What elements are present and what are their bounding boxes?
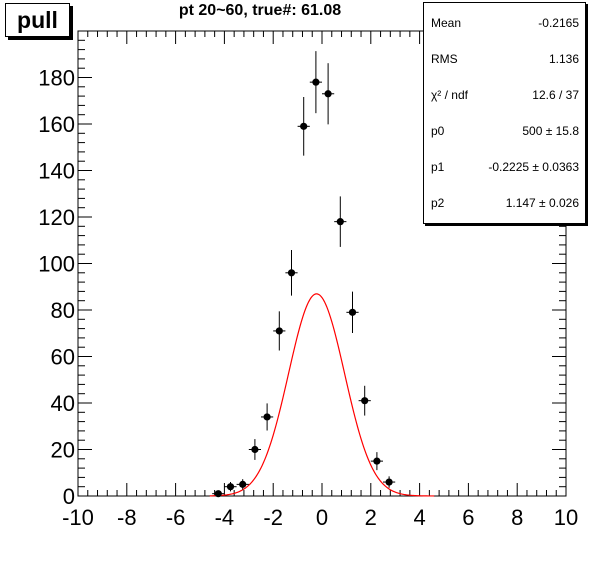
data-marker [300, 122, 308, 130]
stat-value: -0.2225 ± 0.0363 [488, 160, 579, 174]
data-marker [239, 480, 247, 488]
data-marker [214, 490, 222, 498]
data-points [212, 51, 396, 498]
data-point [358, 385, 371, 416]
x-tick-label: 6 [462, 505, 474, 530]
stat-value: 1.147 ± 0.026 [505, 196, 579, 210]
data-point [236, 479, 249, 490]
data-marker [385, 478, 393, 486]
x-tick-label: 8 [511, 505, 523, 530]
stat-value: 500 ± 15.8 [522, 124, 579, 138]
data-marker [361, 397, 369, 405]
data-point [261, 403, 274, 431]
y-tick-label: 120 [38, 205, 75, 230]
stat-key: p1 [431, 160, 445, 174]
data-point [285, 250, 298, 296]
data-marker [226, 483, 235, 491]
y-tick-label: 80 [51, 298, 75, 323]
data-point [322, 63, 335, 125]
stat-key: p2 [431, 196, 445, 210]
data-point [370, 452, 383, 471]
data-marker [348, 308, 357, 316]
axis-ticks [77, 30, 567, 497]
stat-value: 12.6 / 37 [532, 88, 579, 102]
data-point [273, 311, 286, 351]
chart-title: pt 20~60, true#: 61.08 [178, 2, 342, 19]
data-marker [324, 90, 332, 98]
x-tick-label: 4 [413, 505, 425, 530]
stat-row-chi2: χ² / ndf 12.6 / 37 [424, 87, 585, 103]
data-point [297, 97, 310, 156]
data-point [383, 476, 396, 488]
stat-row-mean: Mean -0.2165 [424, 15, 585, 31]
data-point [346, 291, 359, 333]
y-tick-label: 0 [63, 484, 75, 509]
x-tick-label: -6 [166, 505, 186, 530]
x-tick-label: -4 [215, 505, 235, 530]
stat-key: p0 [431, 124, 445, 138]
stat-key: χ² / ndf [431, 88, 468, 102]
stat-value: 1.136 [548, 52, 579, 66]
stat-value: -0.2165 [538, 16, 579, 30]
x-tick-label: 10 [554, 505, 578, 530]
y-tick-label: 100 [38, 252, 75, 277]
stat-row-p1: p1 -0.2225 ± 0.0363 [424, 159, 585, 175]
data-marker [336, 218, 344, 226]
y-tick-labels: 0 20 40 60 80 100 120 140 160 180 [38, 66, 75, 510]
x-tick-label: 2 [365, 505, 377, 530]
y-tick-label: 40 [51, 391, 75, 416]
y-tick-label: 60 [51, 345, 75, 370]
data-marker [263, 413, 271, 421]
data-marker [312, 78, 320, 86]
x-tick-label: -2 [263, 505, 283, 530]
y-tick-label: 140 [38, 159, 75, 184]
stat-row-rms: RMS 1.136 [424, 51, 585, 67]
data-point [309, 51, 322, 114]
data-point [224, 482, 237, 492]
gaussian-fit-curve [209, 293, 435, 497]
x-tick-labels: -10 -8 -6 -4 -2 0 2 4 6 8 10 [62, 505, 578, 530]
data-point [334, 196, 347, 247]
y-tick-label: 160 [38, 112, 75, 137]
data-marker [287, 269, 296, 277]
data-marker [275, 327, 283, 335]
histogram-name-badge: pull [5, 3, 70, 37]
stat-row-p0: p0 500 ± 15.8 [424, 123, 585, 139]
data-marker [251, 445, 259, 454]
stat-key: RMS [431, 52, 458, 66]
y-tick-label: 20 [51, 438, 75, 463]
x-tick-label: -10 [62, 505, 94, 530]
stat-key: Mean [431, 16, 462, 30]
y-tick-label: 180 [38, 66, 75, 91]
x-tick-label: -8 [117, 505, 137, 530]
data-point [212, 490, 225, 498]
stat-row-p2: p2 1.147 ± 0.026 [424, 195, 585, 211]
stats-box: Mean -0.2165 RMS 1.136 χ² / ndf 12.6 / 3… [423, 2, 586, 224]
data-point [248, 439, 261, 460]
x-tick-label: 0 [316, 505, 328, 530]
data-marker [373, 457, 381, 465]
